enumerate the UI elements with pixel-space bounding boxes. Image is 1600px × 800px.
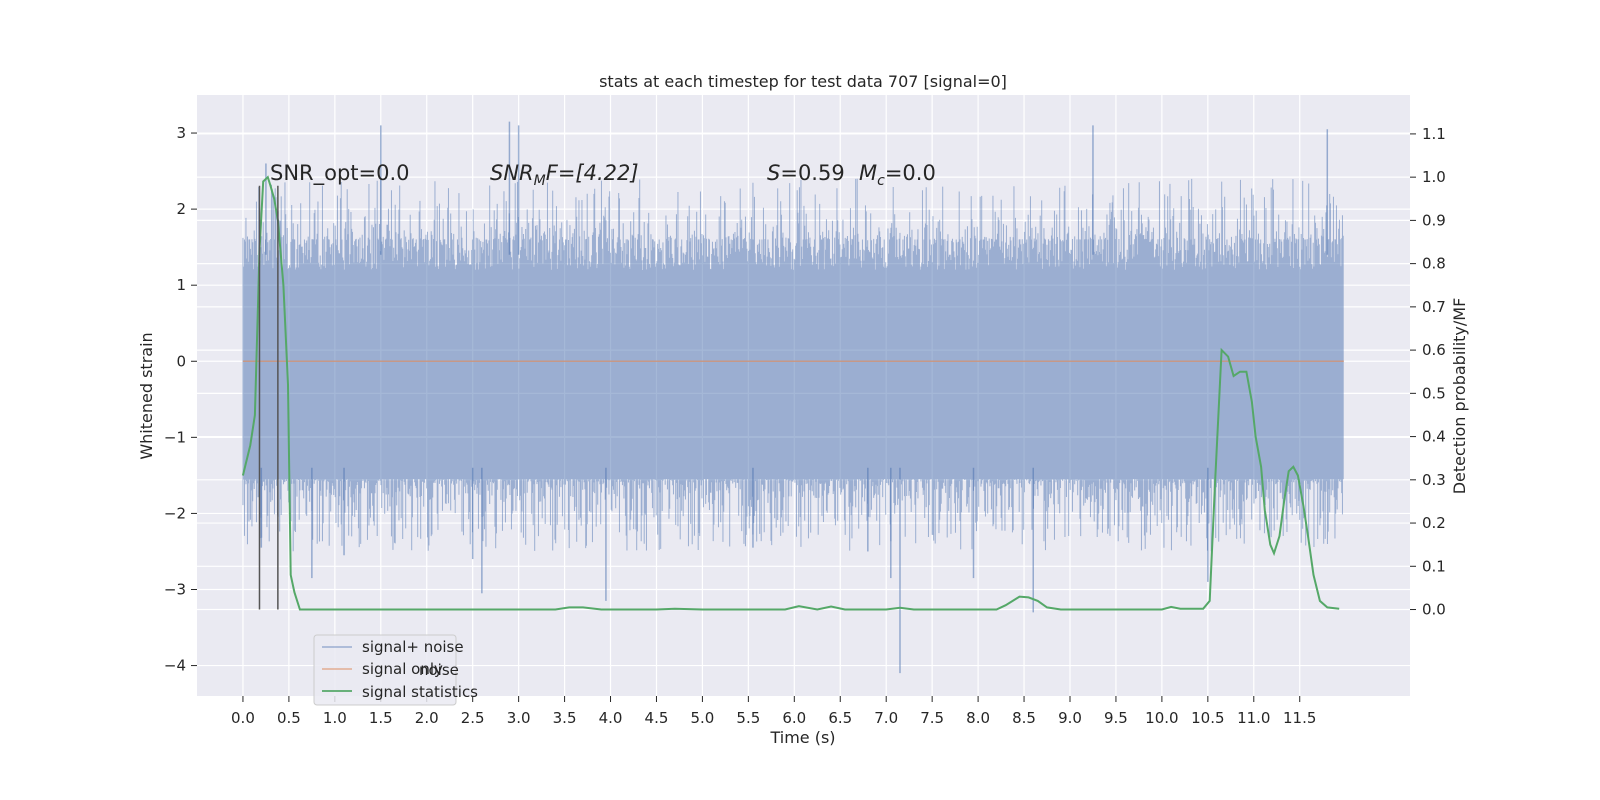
y2-tick-label-9: 0.9 bbox=[1422, 211, 1446, 229]
annotation-s-value: =0.59 bbox=[780, 161, 844, 185]
x-tick-label-12: 6.0 bbox=[782, 709, 806, 727]
y-tick-label-1: −3 bbox=[164, 580, 186, 598]
x-tick-label-22: 11.0 bbox=[1237, 709, 1270, 727]
x-tick-label-13: 6.5 bbox=[828, 709, 852, 727]
x-tick-label-4: 2.0 bbox=[415, 709, 439, 727]
x-tick-label-11: 5.5 bbox=[736, 709, 760, 727]
y-tick-label-2: −2 bbox=[164, 504, 186, 522]
legend-noise-label: signal+ noise bbox=[362, 638, 464, 656]
annotation-snr-mf-sub: M bbox=[534, 173, 546, 189]
x-axis-ticks: 0.0 0.5 1.0 1.5 2.0 2.5 3.0 3.5 4.0 4.5 5.0 5.5 6.0 6… bbox=[231, 696, 1316, 727]
x-tick-label-17: 8.5 bbox=[1012, 709, 1036, 727]
legend-signal-only-ghost: noise bbox=[419, 661, 459, 679]
y-axis-ticks: −4 −3 −2 −1 0 1 2 3 bbox=[164, 124, 197, 675]
y-axis-label: Whitened strain bbox=[137, 332, 156, 459]
legend: signal+ noise noise signal only signal s… bbox=[313, 634, 478, 706]
y2-axis-ticks: 0.0 0.1 0.2 0.3 0.4 0.5 0.6 0.7 0.8 0.9 1.0 1.1 bbox=[1410, 125, 1446, 619]
x-tick-label-7: 3.5 bbox=[553, 709, 577, 727]
x-tick-label-21: 10.5 bbox=[1191, 709, 1224, 727]
x-tick-label-5: 2.5 bbox=[461, 709, 485, 727]
x-tick-label-18: 9.0 bbox=[1058, 709, 1082, 727]
y2-tick-label-11: 1.1 bbox=[1422, 125, 1446, 143]
x-tick-label-15: 7.5 bbox=[920, 709, 944, 727]
x-tick-label-14: 7.0 bbox=[874, 709, 898, 727]
x-tick-label-16: 8.0 bbox=[966, 709, 990, 727]
noise-series bbox=[242, 121, 1344, 674]
legend-signal-only-label: signal only bbox=[362, 660, 443, 678]
annotation-s: S=0.59 bbox=[767, 161, 845, 185]
y2-tick-label-6: 0.6 bbox=[1422, 341, 1446, 359]
annotation-snr-mf: SNRMF=[4.22] bbox=[490, 161, 639, 189]
y2-tick-label-10: 1.0 bbox=[1422, 168, 1446, 186]
annotation-mc: Mc=0.0 bbox=[859, 161, 936, 189]
y2-tick-label-0: 0.0 bbox=[1422, 601, 1446, 619]
y2-tick-label-1: 0.1 bbox=[1422, 557, 1446, 575]
x-tick-label-1: 0.5 bbox=[277, 709, 301, 727]
x-tick-label-0: 0.0 bbox=[231, 709, 255, 727]
x-tick-label-20: 10.0 bbox=[1145, 709, 1178, 727]
y2-axis-label: Detection probability/MF bbox=[1450, 298, 1469, 495]
y2-tick-label-2: 0.2 bbox=[1422, 514, 1446, 532]
annotation-mc-value: =0.0 bbox=[885, 161, 936, 185]
y-tick-label-4: 0 bbox=[176, 352, 186, 370]
annotation-s-symbol: S bbox=[767, 161, 780, 185]
legend-statistics-label: signal statistics bbox=[362, 683, 478, 701]
x-tick-label-8: 4.0 bbox=[599, 709, 623, 727]
annotation-snr-opt: SNR_opt=0.0 bbox=[270, 161, 410, 186]
y-tick-label-3: −1 bbox=[164, 428, 186, 446]
y2-tick-label-8: 0.8 bbox=[1422, 255, 1446, 273]
x-tick-label-6: 3.0 bbox=[507, 709, 531, 727]
x-tick-label-23: 11.5 bbox=[1283, 709, 1316, 727]
signal-statistics-series bbox=[241, 175, 1340, 611]
legend-box bbox=[313, 634, 457, 706]
annotation-mc-sub: c bbox=[877, 173, 885, 189]
chart-title: stats at each timestep for test data 707… bbox=[599, 72, 1007, 91]
y-tick-label-7: 3 bbox=[176, 124, 186, 142]
x-tick-label-19: 9.5 bbox=[1104, 709, 1128, 727]
y-tick-label-6: 2 bbox=[176, 200, 186, 218]
x-axis-label: Time (s) bbox=[769, 728, 835, 747]
statistics-line bbox=[241, 175, 1340, 611]
x-tick-label-10: 5.0 bbox=[690, 709, 714, 727]
y-tick-label-5: 1 bbox=[176, 276, 186, 294]
x-tick-label-9: 4.5 bbox=[645, 709, 669, 727]
y2-tick-label-5: 0.5 bbox=[1422, 384, 1446, 402]
y2-tick-label-3: 0.3 bbox=[1422, 471, 1446, 489]
annotation-snr-mf-f: F=[4.22] bbox=[546, 161, 639, 185]
annotation-mc-symbol: M bbox=[859, 161, 877, 185]
x-tick-label-3: 1.5 bbox=[369, 709, 393, 727]
x-tick-label-2: 1.0 bbox=[323, 709, 347, 727]
y-tick-label-0: −4 bbox=[164, 657, 186, 675]
y2-tick-label-7: 0.7 bbox=[1422, 298, 1446, 316]
y2-tick-label-4: 0.4 bbox=[1422, 428, 1446, 446]
annotation-snr-mf-main: SNR bbox=[490, 161, 534, 185]
vertical-markers bbox=[258, 185, 279, 610]
